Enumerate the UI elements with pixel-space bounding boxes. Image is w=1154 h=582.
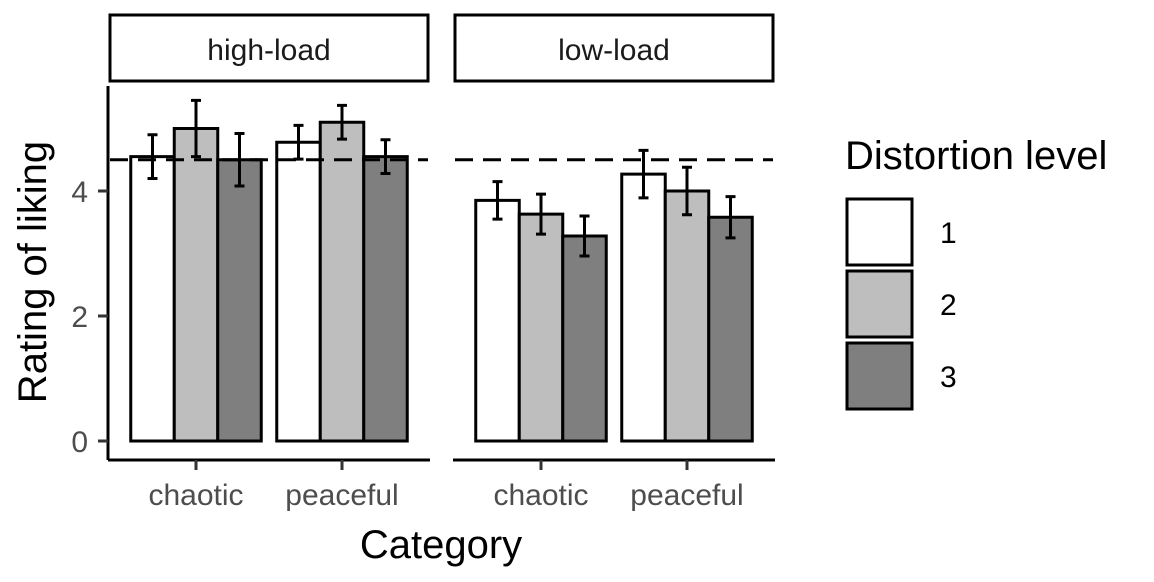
- x-tick-label: chaotic: [493, 479, 588, 512]
- legend-title: Distortion level: [845, 134, 1107, 178]
- x-tick-label: peaceful: [630, 479, 743, 512]
- legend-key: [845, 341, 914, 411]
- legend-label: 1: [940, 217, 957, 250]
- bar: [318, 120, 366, 443]
- bar: [620, 172, 667, 443]
- bar: [129, 155, 176, 443]
- y-tick-label: 0: [71, 426, 88, 459]
- bar: [707, 215, 754, 443]
- y-tick-label: 2: [71, 301, 88, 334]
- bar: [216, 158, 263, 443]
- legend-key: [845, 197, 914, 267]
- legend-key: [845, 269, 914, 339]
- x-tick-label: peaceful: [285, 479, 398, 512]
- facet-label: low-load: [558, 34, 670, 67]
- x-tick-label: chaotic: [148, 479, 243, 512]
- legend-label: 2: [940, 289, 957, 322]
- bar: [474, 198, 521, 443]
- bar: [172, 127, 220, 443]
- bar: [275, 140, 322, 443]
- facet-strip: [453, 13, 775, 83]
- bar: [561, 234, 608, 443]
- facet-label: high-load: [207, 34, 330, 67]
- legend-label: 3: [940, 361, 957, 394]
- bar: [663, 189, 711, 443]
- bar: [362, 155, 409, 443]
- y-tick-label: 4: [71, 176, 88, 209]
- y-axis-title: Rating of liking: [11, 141, 55, 403]
- bar: [517, 212, 565, 443]
- facet-strip: [108, 13, 430, 83]
- x-axis-title: Category: [360, 523, 522, 567]
